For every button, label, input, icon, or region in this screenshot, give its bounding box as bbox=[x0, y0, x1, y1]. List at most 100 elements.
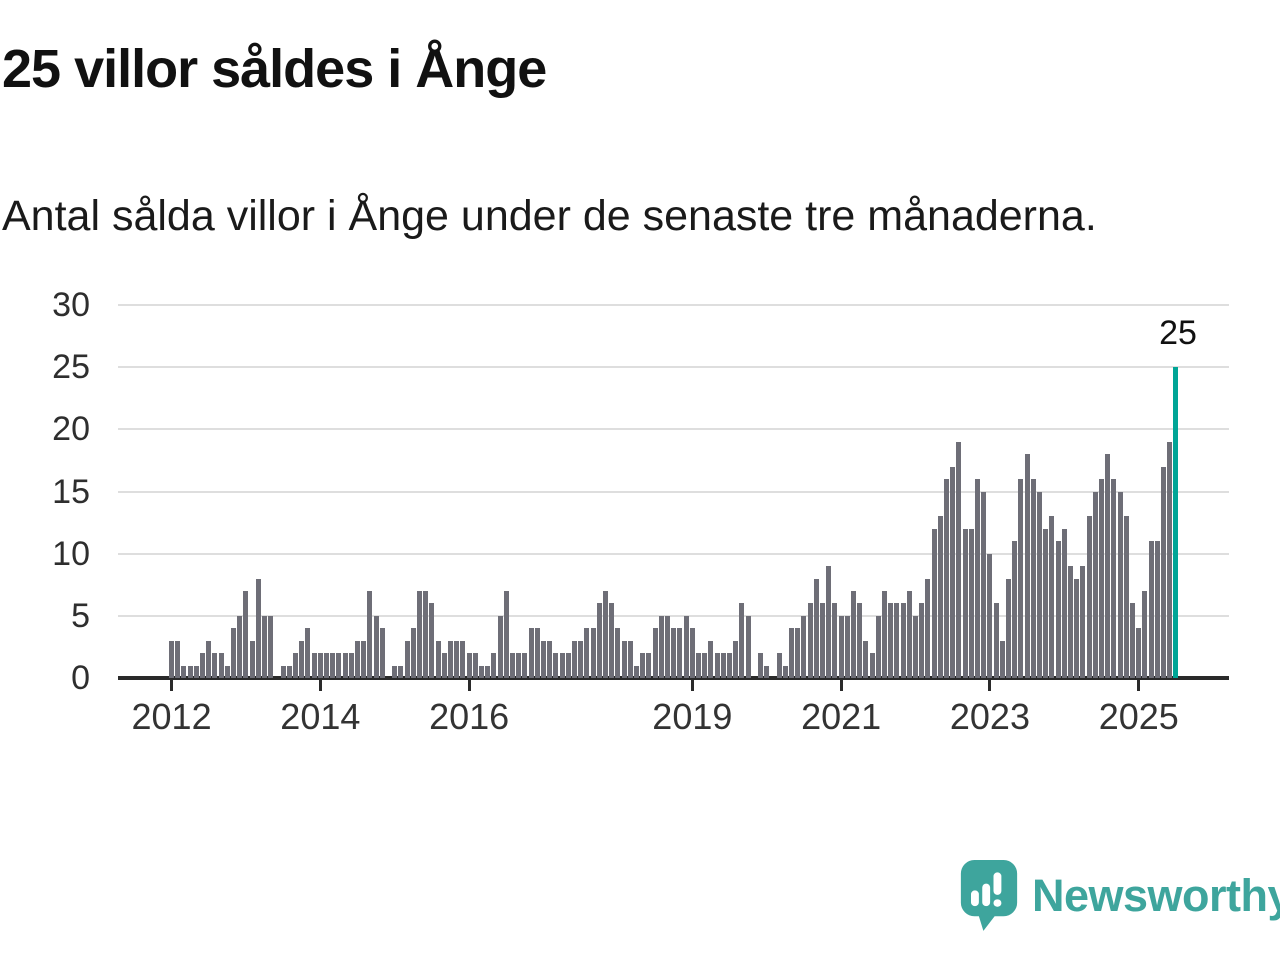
bar bbox=[311, 653, 317, 678]
bar bbox=[919, 603, 925, 678]
bar bbox=[863, 640, 869, 678]
bar bbox=[404, 640, 410, 678]
bar bbox=[528, 628, 534, 678]
bar bbox=[181, 665, 187, 678]
y-axis-label: 15 bbox=[52, 472, 90, 511]
bar bbox=[745, 615, 751, 678]
x-axis-label: 2016 bbox=[429, 696, 510, 737]
bar bbox=[379, 628, 385, 678]
chart-subtitle: Antal sålda villor i Ånge under de senas… bbox=[2, 192, 1097, 240]
bar bbox=[1049, 516, 1055, 678]
bar bbox=[925, 578, 931, 678]
bar bbox=[851, 590, 857, 678]
bar bbox=[826, 566, 832, 678]
bar bbox=[392, 665, 398, 678]
bar bbox=[516, 653, 522, 678]
bar bbox=[615, 628, 621, 678]
bar bbox=[795, 628, 801, 678]
bar bbox=[169, 640, 175, 678]
bar bbox=[1012, 541, 1018, 678]
bar bbox=[460, 640, 466, 678]
bar bbox=[342, 653, 348, 678]
bar bbox=[801, 615, 807, 678]
y-axis-label: 10 bbox=[52, 534, 90, 573]
bar bbox=[665, 615, 671, 678]
bar bbox=[702, 653, 708, 678]
bar bbox=[758, 653, 764, 678]
bar bbox=[944, 479, 950, 678]
bar bbox=[466, 653, 472, 678]
bar bbox=[603, 590, 609, 678]
newsworthy-logo-icon bbox=[960, 860, 1018, 931]
bar bbox=[193, 665, 199, 678]
y-axis-label: 0 bbox=[71, 659, 90, 697]
bar bbox=[838, 615, 844, 678]
bar bbox=[906, 590, 912, 678]
bar bbox=[931, 528, 937, 678]
bar bbox=[708, 640, 714, 678]
bar bbox=[609, 603, 615, 678]
x-axis-tick bbox=[467, 680, 471, 691]
bar bbox=[237, 615, 243, 678]
y-axis-label: 20 bbox=[52, 410, 90, 449]
bar bbox=[832, 603, 838, 678]
bar bbox=[218, 653, 224, 678]
bar bbox=[950, 466, 956, 678]
x-axis-label: 2023 bbox=[949, 696, 1030, 737]
bar bbox=[522, 653, 528, 678]
bar bbox=[1136, 628, 1142, 678]
bar bbox=[1167, 441, 1173, 678]
bar bbox=[373, 615, 379, 678]
bar bbox=[317, 653, 323, 678]
bar bbox=[584, 628, 590, 678]
bar bbox=[776, 653, 782, 678]
bar bbox=[900, 603, 906, 678]
bar bbox=[1105, 454, 1111, 678]
bar bbox=[1130, 603, 1136, 678]
bar bbox=[348, 653, 354, 678]
bar bbox=[875, 615, 881, 678]
bar bbox=[894, 603, 900, 678]
bar bbox=[646, 653, 652, 678]
bar bbox=[479, 665, 485, 678]
bar bbox=[324, 653, 330, 678]
bar bbox=[497, 615, 503, 678]
gridline bbox=[118, 366, 1229, 369]
x-axis-tick bbox=[170, 680, 174, 691]
bar bbox=[1061, 528, 1067, 678]
bar bbox=[857, 603, 863, 678]
bar bbox=[634, 665, 640, 678]
bar bbox=[305, 628, 311, 678]
x-axis-tick bbox=[988, 680, 992, 691]
bar bbox=[249, 640, 255, 678]
bar bbox=[999, 640, 1005, 678]
bar bbox=[485, 665, 491, 678]
bar bbox=[696, 653, 702, 678]
bar bbox=[671, 628, 677, 678]
bar bbox=[956, 441, 962, 678]
bar bbox=[844, 615, 850, 678]
bar bbox=[1068, 566, 1074, 678]
bar bbox=[590, 628, 596, 678]
bar bbox=[1161, 466, 1167, 678]
bar bbox=[727, 653, 733, 678]
bar bbox=[913, 615, 919, 678]
bar bbox=[640, 653, 646, 678]
bar bbox=[937, 516, 943, 678]
bar bbox=[1086, 516, 1092, 678]
bar bbox=[572, 640, 578, 678]
bar bbox=[243, 590, 249, 678]
bar bbox=[410, 628, 416, 678]
x-axis-tick bbox=[690, 680, 694, 691]
bar bbox=[1030, 479, 1036, 678]
bar bbox=[1154, 541, 1160, 678]
bar bbox=[627, 640, 633, 678]
bar bbox=[789, 628, 795, 678]
bar bbox=[293, 653, 299, 678]
bar bbox=[503, 590, 509, 678]
bar bbox=[417, 590, 423, 678]
branding-footer: Newsworthy bbox=[960, 860, 1280, 932]
bar bbox=[200, 653, 206, 678]
